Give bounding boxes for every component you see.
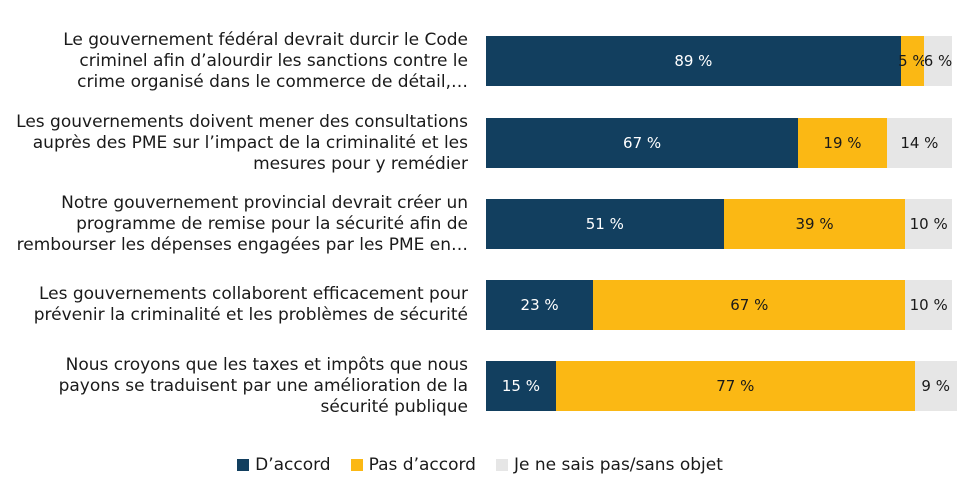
data-label-dont-know: 9 % — [921, 377, 950, 395]
legend-item-disagree: Pas d’accord — [350, 455, 476, 475]
legend-swatch-dont-know — [495, 459, 508, 471]
category-label-line: Les gouvernements doivent mener des cons… — [16, 111, 468, 132]
category-label: Les gouvernements collaborent efficaceme… — [0, 284, 468, 326]
bar-segment-agree — [486, 36, 901, 86]
data-label-dont-know: 10 % — [909, 215, 948, 233]
category-label: Les gouvernements doivent mener des cons… — [0, 112, 468, 175]
category-label-line: sécurité publique — [320, 396, 468, 417]
legend: D’accord Pas d’accord Je ne sais pas/san… — [0, 454, 960, 476]
category-label-line: crime organisé dans le commerce de détai… — [77, 71, 468, 92]
data-label-agree: 67 % — [623, 134, 662, 152]
legend-label-agree: D’accord — [255, 455, 331, 475]
bar-segment-dont-know — [914, 361, 957, 411]
data-label-dont-know: 14 % — [900, 134, 939, 152]
category-label-line: Notre gouvernement provincial devrait cr… — [61, 192, 468, 213]
data-label-agree: 15 % — [501, 377, 540, 395]
bar-segment-agree — [486, 361, 556, 411]
bar-segment-disagree — [798, 118, 887, 168]
bar-segment-disagree — [593, 280, 906, 330]
category-label-line: criminel afin d’alourdir les sanctions c… — [79, 50, 468, 71]
bar-segment-agree — [486, 199, 724, 249]
category-label-line: programme de remise pour la sécurité afi… — [76, 213, 468, 234]
data-label-disagree: 39 % — [795, 215, 834, 233]
data-label-agree: 23 % — [520, 296, 559, 314]
bar-segment-agree — [486, 118, 799, 168]
bar-segment-dont-know — [886, 118, 952, 168]
bar-segment-dont-know — [924, 36, 952, 86]
category-label-line: Les gouvernements collaborent efficaceme… — [38, 284, 468, 304]
data-label-dont-know: 6 % — [923, 52, 953, 70]
data-label-agree: 89 % — [674, 52, 713, 70]
legend-item-dont-know: Je ne sais pas/sans objet — [495, 455, 723, 475]
category-label: Notre gouvernement provincial devrait cr… — [0, 193, 468, 256]
bar-segment-agree — [486, 280, 594, 330]
bar-segment-dont-know — [905, 280, 952, 330]
category-label-line: payons se traduisent par une amélioratio… — [58, 375, 468, 396]
data-label-disagree: 67 % — [730, 296, 769, 314]
bar-segment-disagree — [555, 361, 915, 411]
legend-swatch-agree — [237, 459, 250, 471]
bar-segment-disagree — [900, 36, 925, 86]
category-label: Nous croyons que les taxes et impôts que… — [0, 355, 468, 418]
legend-label-dont-know: Je ne sais pas/sans objet — [513, 455, 723, 475]
legend-swatch-disagree — [350, 459, 363, 471]
data-label-disagree: 77 % — [716, 377, 755, 395]
data-label-agree: 51 % — [585, 215, 624, 233]
category-label-line: rembourser les dépenses engagées par les… — [16, 234, 468, 255]
data-label-disagree: 5 % — [898, 52, 927, 70]
data-label-disagree: 19 % — [823, 134, 862, 152]
legend-label-disagree: Pas d’accord — [368, 455, 476, 475]
legend-item-agree: D’accord — [237, 455, 331, 475]
category-label-line: prévenir la criminalité et les problèmes… — [33, 305, 468, 325]
category-label-line: Le gouvernement fédéral devrait durcir l… — [63, 29, 468, 50]
category-label-line: Nous croyons que les taxes et impôts que… — [65, 354, 468, 375]
category-label-line: auprès des PME sur l’impact de la crimin… — [32, 132, 468, 153]
category-label-line: mesures pour y remédier — [253, 153, 468, 174]
bar-segment-dont-know — [905, 199, 952, 249]
data-label-dont-know: 10 % — [909, 296, 948, 314]
category-label: Le gouvernement fédéral devrait durcir l… — [0, 30, 468, 93]
bar-segment-disagree — [723, 199, 906, 249]
